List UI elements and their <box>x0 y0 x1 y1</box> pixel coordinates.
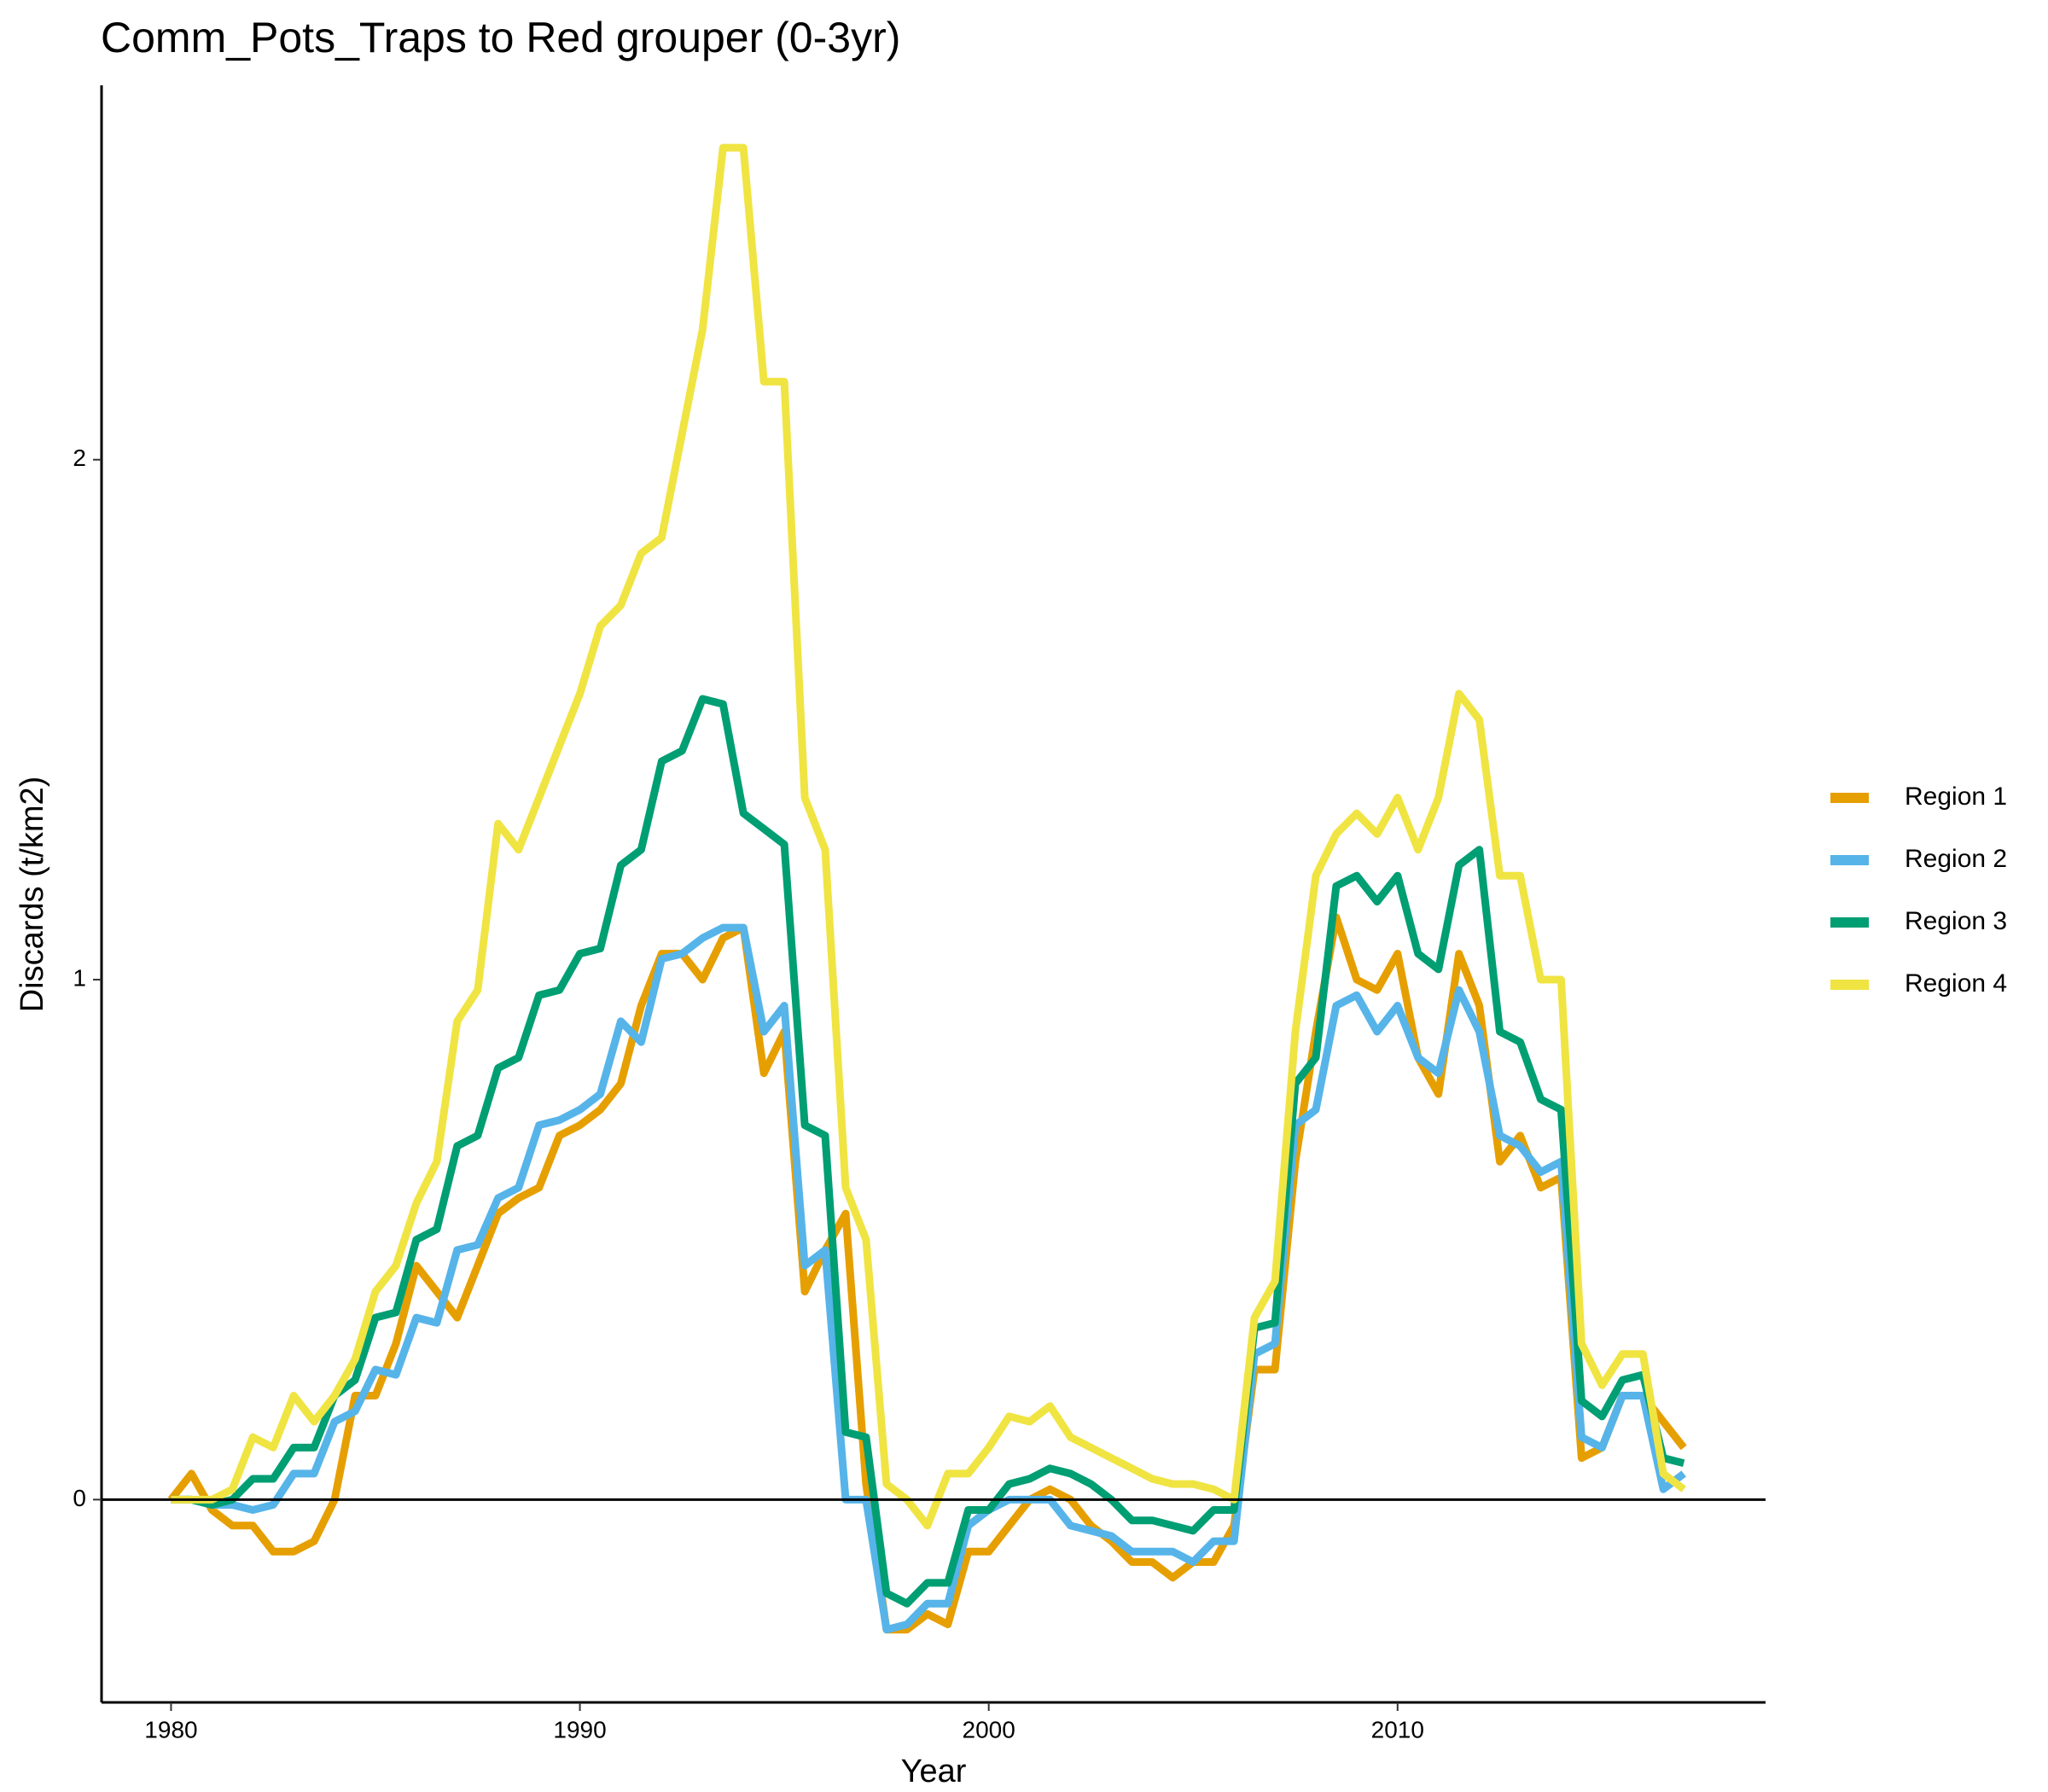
legend-label: Region 4 <box>1905 969 2007 998</box>
series-line <box>171 923 1686 1634</box>
y-tick-label: 2 <box>73 445 86 471</box>
x-tick-label: 1980 <box>144 1716 197 1743</box>
series-line <box>167 913 1687 1634</box>
legend-label: Region 1 <box>1905 783 2007 811</box>
y-tick-label: 1 <box>73 964 86 991</box>
x-tick-label: 1990 <box>553 1716 606 1743</box>
y-tick-label: 0 <box>73 1485 86 1511</box>
x-tick-label: 2010 <box>1371 1716 1424 1743</box>
chart-title: Comm_Pots_Traps to Red grouper (0-3yr) <box>101 14 900 61</box>
legend-label: Region 3 <box>1905 907 2007 935</box>
x-axis-title: Year <box>901 1754 967 1789</box>
series-line <box>171 143 1686 1530</box>
legend-label: Region 2 <box>1905 845 2007 873</box>
x-tick-label: 2000 <box>963 1716 1015 1743</box>
y-axis-title: Discards (t/km2) <box>15 777 50 1013</box>
series-line <box>171 695 1685 1608</box>
